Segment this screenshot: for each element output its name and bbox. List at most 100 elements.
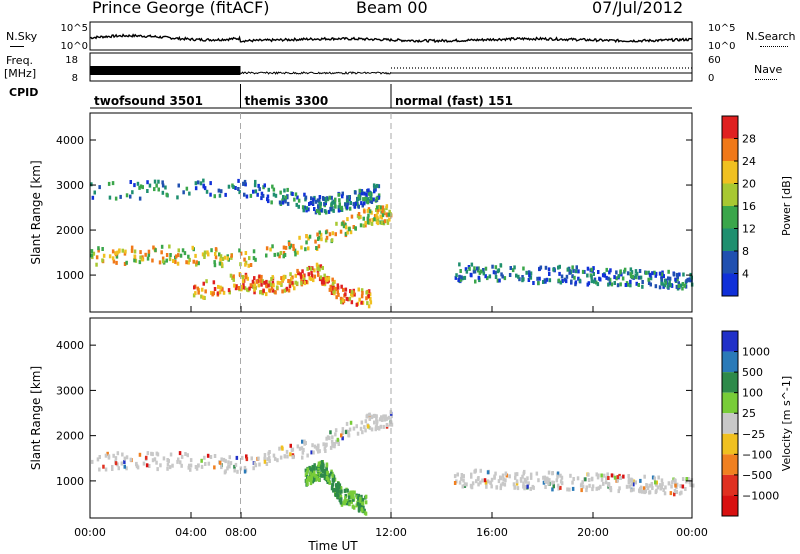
data-cell: [341, 194, 344, 199]
data-cell: [361, 290, 364, 295]
data-cell: [307, 246, 310, 251]
data-cell: [245, 454, 248, 459]
data-cell: [353, 490, 356, 495]
data-cell: [226, 256, 229, 261]
x-tick-label: 16:00: [476, 526, 508, 539]
data-cell: [577, 276, 580, 281]
data-cell: [370, 221, 374, 226]
data-cell: [471, 481, 475, 486]
data-cell: [617, 489, 620, 494]
data-cell: [192, 259, 195, 264]
nsky-legend-line: [10, 46, 24, 47]
data-cell: [336, 290, 339, 295]
data-cell: [270, 277, 273, 281]
data-cell: [308, 234, 312, 239]
data-cell: [339, 229, 343, 234]
data-cell: [210, 290, 213, 295]
data-cell: [189, 467, 192, 472]
data-cell: [97, 246, 100, 251]
data-cell: [252, 466, 255, 471]
data-cell: [323, 446, 327, 451]
data-cell: [658, 285, 662, 290]
data-cell: [366, 208, 370, 213]
data-cell: [303, 441, 306, 446]
data-cell: [344, 430, 348, 435]
data-cell: [337, 485, 340, 490]
data-cell: [379, 214, 382, 219]
data-cell: [323, 201, 326, 206]
data-cell: [301, 205, 305, 210]
data-cell: [196, 286, 200, 291]
data-cell: [667, 276, 670, 281]
data-cell: [374, 425, 378, 430]
data-cell: [591, 484, 595, 489]
data-cell: [188, 191, 191, 196]
data-cell: [240, 287, 243, 292]
data-cell: [352, 202, 355, 207]
data-cell: [545, 277, 549, 282]
data-cell: [311, 464, 315, 469]
data-cell: [165, 253, 169, 257]
data-cell: [260, 282, 263, 287]
data-cell: [348, 206, 352, 211]
data-cell: [334, 232, 337, 237]
data-cell: [203, 455, 206, 460]
data-cell: [125, 466, 128, 471]
data-cell: [366, 216, 370, 221]
x-axis-label: Time UT: [307, 539, 358, 553]
data-cell: [634, 480, 637, 485]
data-cell: [515, 273, 518, 278]
data-cell: [248, 256, 251, 261]
data-cell: [361, 300, 365, 305]
data-cell: [104, 453, 108, 458]
data-cell: [459, 277, 463, 282]
data-cell: [276, 458, 279, 463]
data-cell: [629, 283, 632, 288]
data-cell: [364, 500, 368, 505]
data-cell: [98, 185, 101, 190]
data-cell: [155, 183, 158, 188]
data-cell: [575, 265, 578, 270]
data-cell: [258, 187, 261, 192]
data-cell: [577, 269, 580, 274]
data-cell: [584, 477, 587, 482]
data-cell: [343, 501, 346, 506]
data-cell: [509, 266, 512, 270]
data-cell: [118, 248, 121, 253]
data-cell: [685, 479, 688, 484]
data-cell: [304, 195, 308, 200]
data-cell: [365, 296, 368, 301]
data-cell: [123, 460, 126, 464]
data-cell: [283, 288, 287, 293]
data-cell: [643, 474, 646, 479]
data-cell: [302, 208, 305, 213]
data-cell: [253, 287, 256, 292]
data-cell: [239, 251, 243, 256]
data-cell: [228, 464, 231, 469]
data-cell: [265, 292, 268, 297]
data-cell: [380, 221, 384, 225]
data-cell: [177, 457, 180, 462]
data-cell: [609, 268, 612, 273]
data-cell: [596, 282, 600, 287]
y-tick-label: 1000: [56, 475, 84, 488]
data-cell: [641, 284, 644, 289]
data-cell: [294, 280, 297, 285]
data-cell: [310, 196, 313, 201]
data-cell: [369, 199, 372, 203]
data-cell: [340, 433, 343, 438]
data-cell: [590, 476, 594, 481]
data-cell: [367, 304, 371, 309]
data-cell: [347, 493, 350, 497]
data-cell: [542, 280, 545, 284]
data-cell: [688, 480, 692, 485]
data-cell: [123, 262, 127, 266]
data-cell: [525, 270, 528, 275]
data-cell: [518, 277, 521, 282]
data-cell: [256, 192, 259, 197]
data-cell: [115, 254, 119, 259]
data-cell: [361, 430, 364, 435]
data-cell: [361, 497, 365, 502]
data-cell: [629, 267, 633, 272]
data-cell: [321, 467, 325, 472]
